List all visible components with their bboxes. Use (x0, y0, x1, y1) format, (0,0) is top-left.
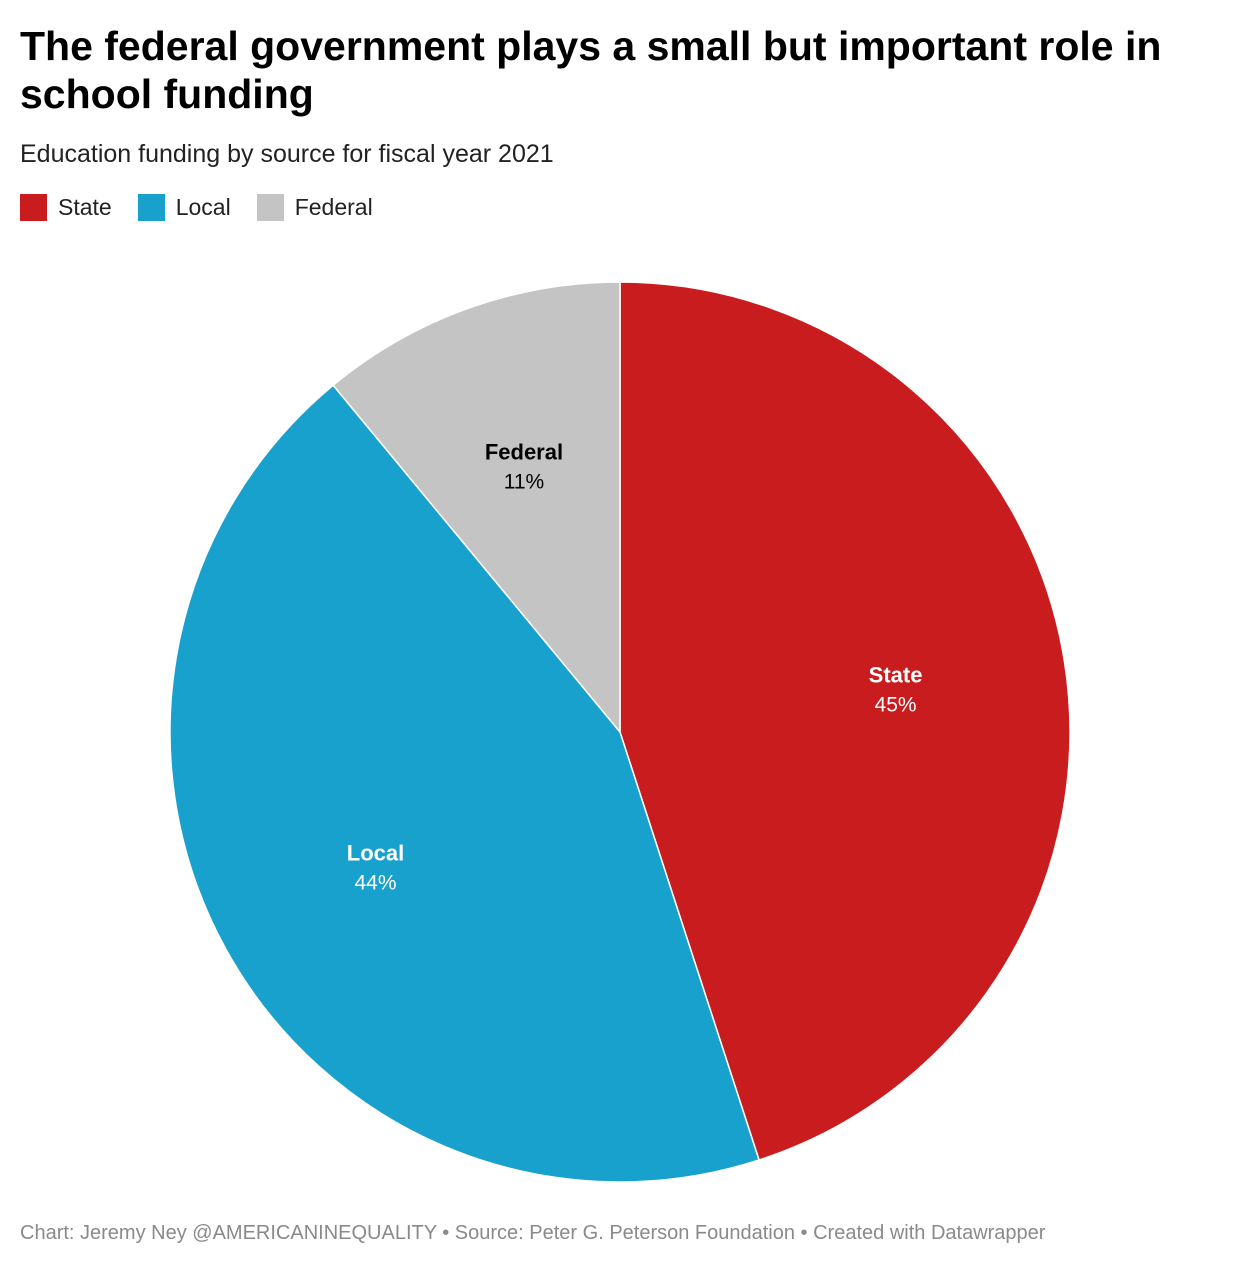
legend-swatch-state (20, 194, 47, 221)
legend-item-local: Local (137, 194, 231, 221)
legend-label-state: State (58, 194, 112, 220)
slice-label-state: State (869, 662, 923, 687)
legend-label-federal: Federal (294, 194, 373, 220)
chart-subtitle: Education funding by source for fiscal y… (20, 140, 554, 168)
slice-value-federal: 11% (504, 470, 544, 493)
legend-item-state: State (20, 194, 112, 221)
legend-label-local: Local (175, 194, 231, 220)
slice-label-federal: Federal (485, 439, 563, 464)
slice-value-local: 44% (354, 871, 396, 894)
pie-slice-state (619, 281, 1071, 1161)
slice-value-state: 45% (875, 693, 917, 716)
pie-slice-federal (332, 281, 621, 735)
slice-label-local: Local (347, 840, 404, 865)
legend-item-federal: Federal (256, 194, 373, 221)
legend: State Local Federal (20, 194, 399, 221)
chart-footer: Chart: Jeremy Ney @AMERICANINEQUALITY • … (20, 1222, 1046, 1244)
pie-slice-local (169, 384, 761, 1183)
legend-swatch-federal (256, 194, 284, 221)
legend-swatch-local (137, 194, 165, 221)
chart-title: The federal government plays a small but… (20, 23, 1162, 117)
